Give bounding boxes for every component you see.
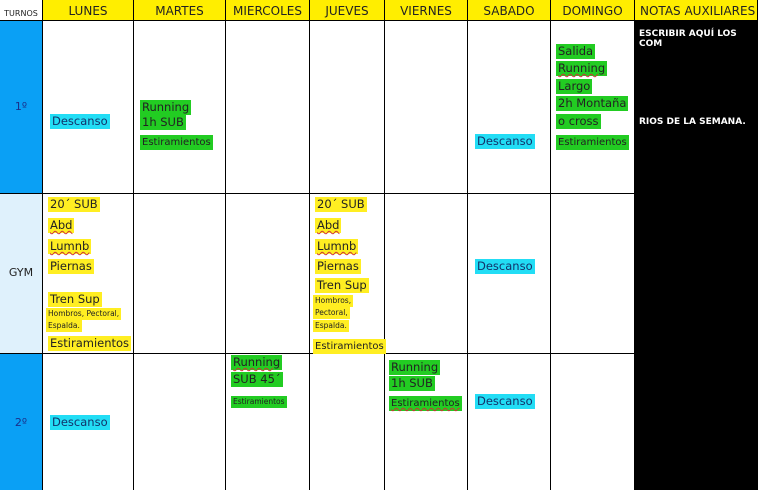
row-divider — [0, 193, 635, 194]
entry-descanso[interactable]: Descanso — [475, 259, 535, 274]
column-viernes[interactable] — [385, 21, 468, 490]
entry-tren-sup[interactable]: Tren Sup — [48, 292, 102, 307]
notes-area[interactable]: ESCRIBIR AQUÍ LOS COM RIOS DE LA SEMANA. — [635, 21, 758, 490]
column-lunes[interactable] — [43, 21, 134, 490]
notes-line-1: ESCRIBIR AQUÍ LOS COM — [639, 29, 737, 49]
header-sabado[interactable]: SABADO — [468, 0, 551, 21]
header-miercoles[interactable]: MIERCOLES — [226, 0, 310, 21]
header-turnos[interactable]: TURNOS — [0, 0, 43, 21]
entry-hombros[interactable]: Hombros, — [313, 295, 354, 307]
header-martes[interactable]: MARTES — [134, 0, 226, 21]
entry-20-sub[interactable]: 20´ SUB — [48, 197, 100, 212]
column-miercoles[interactable] — [226, 21, 310, 490]
entry-estiramientos[interactable]: Estiramientos — [231, 396, 287, 408]
header-jueves[interactable]: JUEVES — [310, 0, 385, 21]
entry-tren-sup[interactable]: Tren Sup — [315, 278, 369, 293]
entry-estiramientos[interactable]: Estiramientos — [313, 339, 386, 354]
entry-running[interactable]: Running — [231, 355, 283, 370]
entry-20-sub[interactable]: 20´ SUB — [315, 197, 367, 212]
entry-running[interactable]: Running — [389, 360, 441, 375]
header-lunes[interactable]: LUNES — [43, 0, 134, 21]
entry-espalda[interactable]: Espalda. — [46, 320, 82, 332]
entry-descanso[interactable]: Descanso — [475, 394, 535, 409]
entry-lumnb[interactable]: Lumnb — [48, 239, 92, 254]
entry-largo[interactable]: Largo — [556, 79, 593, 94]
header-notas[interactable]: NOTAS AUXILIARES — [635, 0, 758, 21]
notes-line-2: RIOS DE LA SEMANA. — [639, 117, 746, 127]
header-viernes[interactable]: VIERNES — [385, 0, 468, 21]
entry-abd[interactable]: Abd — [48, 218, 75, 233]
entry-hombros-pectoral[interactable]: Hombros, Pectoral, — [46, 308, 122, 320]
column-martes[interactable] — [134, 21, 226, 490]
entry-pectoral[interactable]: Pectoral, — [313, 307, 350, 319]
entry-estiramientos[interactable]: Estiramientos — [140, 135, 213, 150]
entry-running[interactable]: Running — [556, 61, 608, 76]
header-domingo[interactable]: DOMINGO — [551, 0, 635, 21]
entry-1h-sub[interactable]: 1h SUB — [140, 115, 186, 130]
entry-abd[interactable]: Abd — [315, 218, 342, 233]
entry-running[interactable]: Running — [140, 100, 192, 115]
entry-1h-sub[interactable]: 1h SUB — [389, 376, 435, 391]
entry-lumnb[interactable]: Lumnb — [315, 239, 359, 254]
turn-2[interactable]: 2º — [0, 353, 43, 490]
entry-descanso[interactable]: Descanso — [50, 114, 110, 129]
entry-piernas[interactable]: Piernas — [48, 259, 94, 274]
column-jueves[interactable] — [310, 21, 385, 490]
entry-descanso[interactable]: Descanso — [475, 134, 535, 149]
entry-salida[interactable]: Salida — [556, 44, 596, 59]
entry-2h-montana[interactable]: 2h Montaña — [556, 96, 629, 111]
entry-o-cross[interactable]: o cross — [556, 114, 601, 129]
turn-gym[interactable]: GYM — [0, 193, 43, 353]
entry-estiramientos[interactable]: Estiramientos — [556, 135, 629, 150]
entry-piernas[interactable]: Piernas — [315, 259, 361, 274]
turn-1[interactable]: 1º — [0, 21, 43, 193]
entry-descanso[interactable]: Descanso — [50, 415, 110, 430]
column-sabado[interactable] — [468, 21, 551, 490]
entry-sub-45[interactable]: SUB 45´ — [231, 372, 283, 387]
entry-estiramientos[interactable]: Estiramientos — [48, 336, 132, 351]
entry-espalda[interactable]: Espalda. — [313, 320, 349, 332]
entry-estiramientos[interactable]: Estiramientos — [389, 396, 462, 411]
column-domingo[interactable] — [551, 21, 635, 490]
